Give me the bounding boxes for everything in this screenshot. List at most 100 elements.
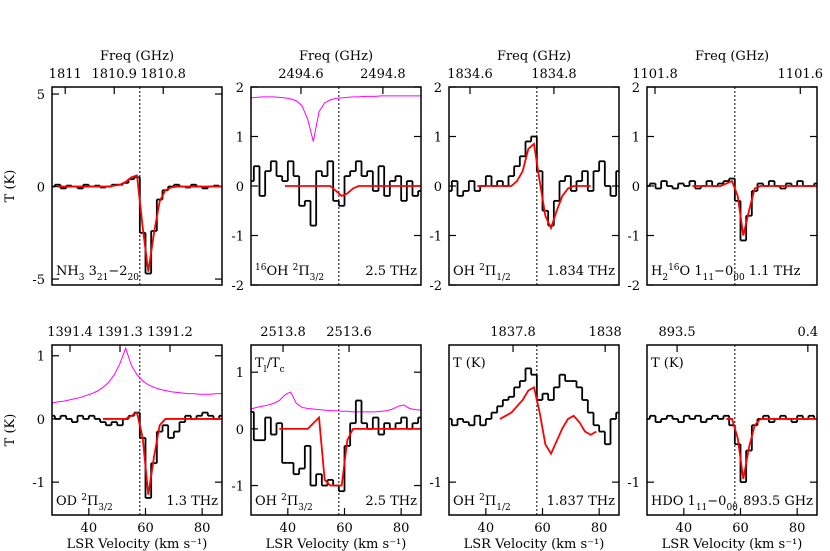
plot-frame — [448, 344, 620, 516]
y-tick-label: -2 — [429, 279, 442, 294]
y-tick-label: 5 — [37, 88, 45, 103]
x2-tick-label: 893.5 — [658, 325, 695, 340]
y-tick-label: -1 — [231, 480, 244, 495]
panel-unit-part: T (K) — [453, 356, 486, 371]
x-axis-title: LSR Velocity (km s⁻¹) — [266, 537, 407, 551]
y-tick-label: 1 — [632, 131, 640, 146]
panel-label-part: OD — [56, 494, 81, 509]
panel-label-sub: 3/2 — [98, 503, 112, 513]
x2-tick-label: 1101.6 — [778, 67, 824, 82]
panel-label-part: −0 — [714, 264, 733, 279]
x2-axis-title: Freq (GHz) — [100, 49, 174, 64]
panel-label-sub: 00 — [726, 503, 738, 513]
y-tick-label: 0 — [236, 180, 244, 195]
y-tick-label: -2 — [231, 279, 244, 294]
panel-label-part: Π — [298, 264, 309, 279]
panel-unit-part: T (K) — [651, 356, 684, 371]
panel-label-super: 2 — [293, 263, 299, 273]
x-tick-label: 40 — [81, 521, 98, 536]
y-tick-label: 0 — [37, 413, 45, 428]
panel-label-sub: 00 — [733, 273, 745, 283]
panel-unit-sub: c — [280, 365, 285, 375]
plot-frame — [250, 86, 422, 286]
panel-frequency: 893.5 GHz — [743, 494, 813, 509]
panel-label-part: OH — [453, 264, 479, 279]
panel-label-sub: 1/2 — [496, 503, 510, 513]
panel-label: 16OH 2Π3/2 — [255, 263, 324, 283]
panel-label-super: 2 — [281, 493, 287, 503]
model-line — [103, 411, 222, 495]
panel-label: HDO 111−000 — [651, 494, 738, 513]
x-tick-label: 40 — [478, 521, 495, 536]
panel-frequency: 1.837 THz — [547, 494, 615, 509]
panel-label-part: Π — [87, 494, 98, 509]
x-tick-label: 40 — [676, 521, 693, 536]
x2-tick-label: 1101.8 — [632, 67, 678, 82]
panel-frequency-part: 1.834 THz — [547, 264, 615, 279]
panel-label: H216O 111−000 1.1 THz — [651, 263, 801, 283]
panel-frequency-part: 2.5 THz — [365, 264, 417, 279]
y-axis-title: T (K) — [3, 170, 18, 203]
model-line — [279, 415, 421, 487]
x2-tick-label: 1810.9 — [91, 67, 137, 82]
y-tick-label: -1 — [231, 230, 244, 245]
model-line — [251, 95, 421, 142]
panel-label-sub: 3 — [79, 273, 85, 283]
model-line — [726, 418, 817, 480]
plot-frame — [646, 86, 818, 286]
y-tick-label: 0 — [37, 181, 45, 196]
x-axis-title: LSR Velocity (km s⁻¹) — [464, 537, 605, 551]
x-tick-label: 80 — [194, 521, 211, 536]
model-line — [499, 385, 597, 456]
y-tick-label: -2 — [627, 279, 640, 294]
model-line — [251, 391, 421, 413]
y-tick-label: 0 — [632, 180, 640, 195]
panel-label-part: OH — [255, 494, 281, 509]
x2-tick-label: 1834.6 — [447, 67, 493, 82]
x2-tick-label: 2513.6 — [326, 325, 372, 340]
model-line — [285, 185, 421, 197]
x2-tick-label: 1811 — [49, 67, 82, 82]
y-tick-label: 2 — [236, 81, 244, 96]
x2-axis-title: Freq (GHz) — [695, 49, 769, 64]
panel-label-sub: 3/2 — [310, 273, 324, 283]
panel-label-part: −2 — [108, 264, 127, 279]
panel-label-part: −0 — [707, 494, 726, 509]
model-line — [477, 142, 591, 231]
panel-label-sub: 1/2 — [496, 273, 510, 283]
x-tick-label: 60 — [534, 521, 551, 536]
panel-frequency-part: 1.3 THz — [166, 494, 218, 509]
panel-label: OH 2Π1/2 — [453, 263, 511, 283]
panel-label-part: 3 — [84, 264, 96, 279]
y-tick-label: 2 — [434, 81, 442, 96]
y-tick-label: 1 — [236, 366, 244, 381]
panel-label-part: Π — [287, 494, 298, 509]
panel-frequency-part: 2.5 THz — [365, 494, 417, 509]
panel-label-part: Π — [485, 494, 496, 509]
panel-frequency: 1.834 THz — [547, 264, 615, 279]
x2-tick-label: 1391.2 — [147, 325, 193, 340]
plot-frame — [250, 344, 422, 516]
x2-tick-label: 1834.8 — [531, 67, 577, 82]
panel-label-part: OH — [266, 264, 292, 279]
y-tick-label: 0 — [434, 180, 442, 195]
x2-axis-title: Freq (GHz) — [299, 49, 373, 64]
y-tick-label: -1 — [627, 230, 640, 245]
panel-label: OH 2Π3/2 — [255, 493, 313, 513]
x2-tick-label: 1391.3 — [97, 325, 143, 340]
plot-frame — [448, 86, 620, 286]
x-tick-label: 60 — [137, 521, 154, 536]
y-tick-label: 2 — [632, 81, 640, 96]
x-tick-label: 80 — [591, 521, 608, 536]
panel-label-part: H — [651, 264, 662, 279]
y-tick-label: -5 — [32, 273, 45, 288]
panel-label-sub: 11 — [703, 273, 714, 283]
model-line — [52, 346, 222, 404]
panel-label-sub: 20 — [127, 273, 139, 283]
panel-label-sub: 11 — [696, 503, 707, 513]
y-axis-title: T (K) — [3, 414, 18, 447]
panel-frequency-part: 1.837 THz — [547, 494, 615, 509]
panel-unit: T (K) — [453, 356, 486, 371]
panel-label-super: 2 — [81, 493, 87, 503]
